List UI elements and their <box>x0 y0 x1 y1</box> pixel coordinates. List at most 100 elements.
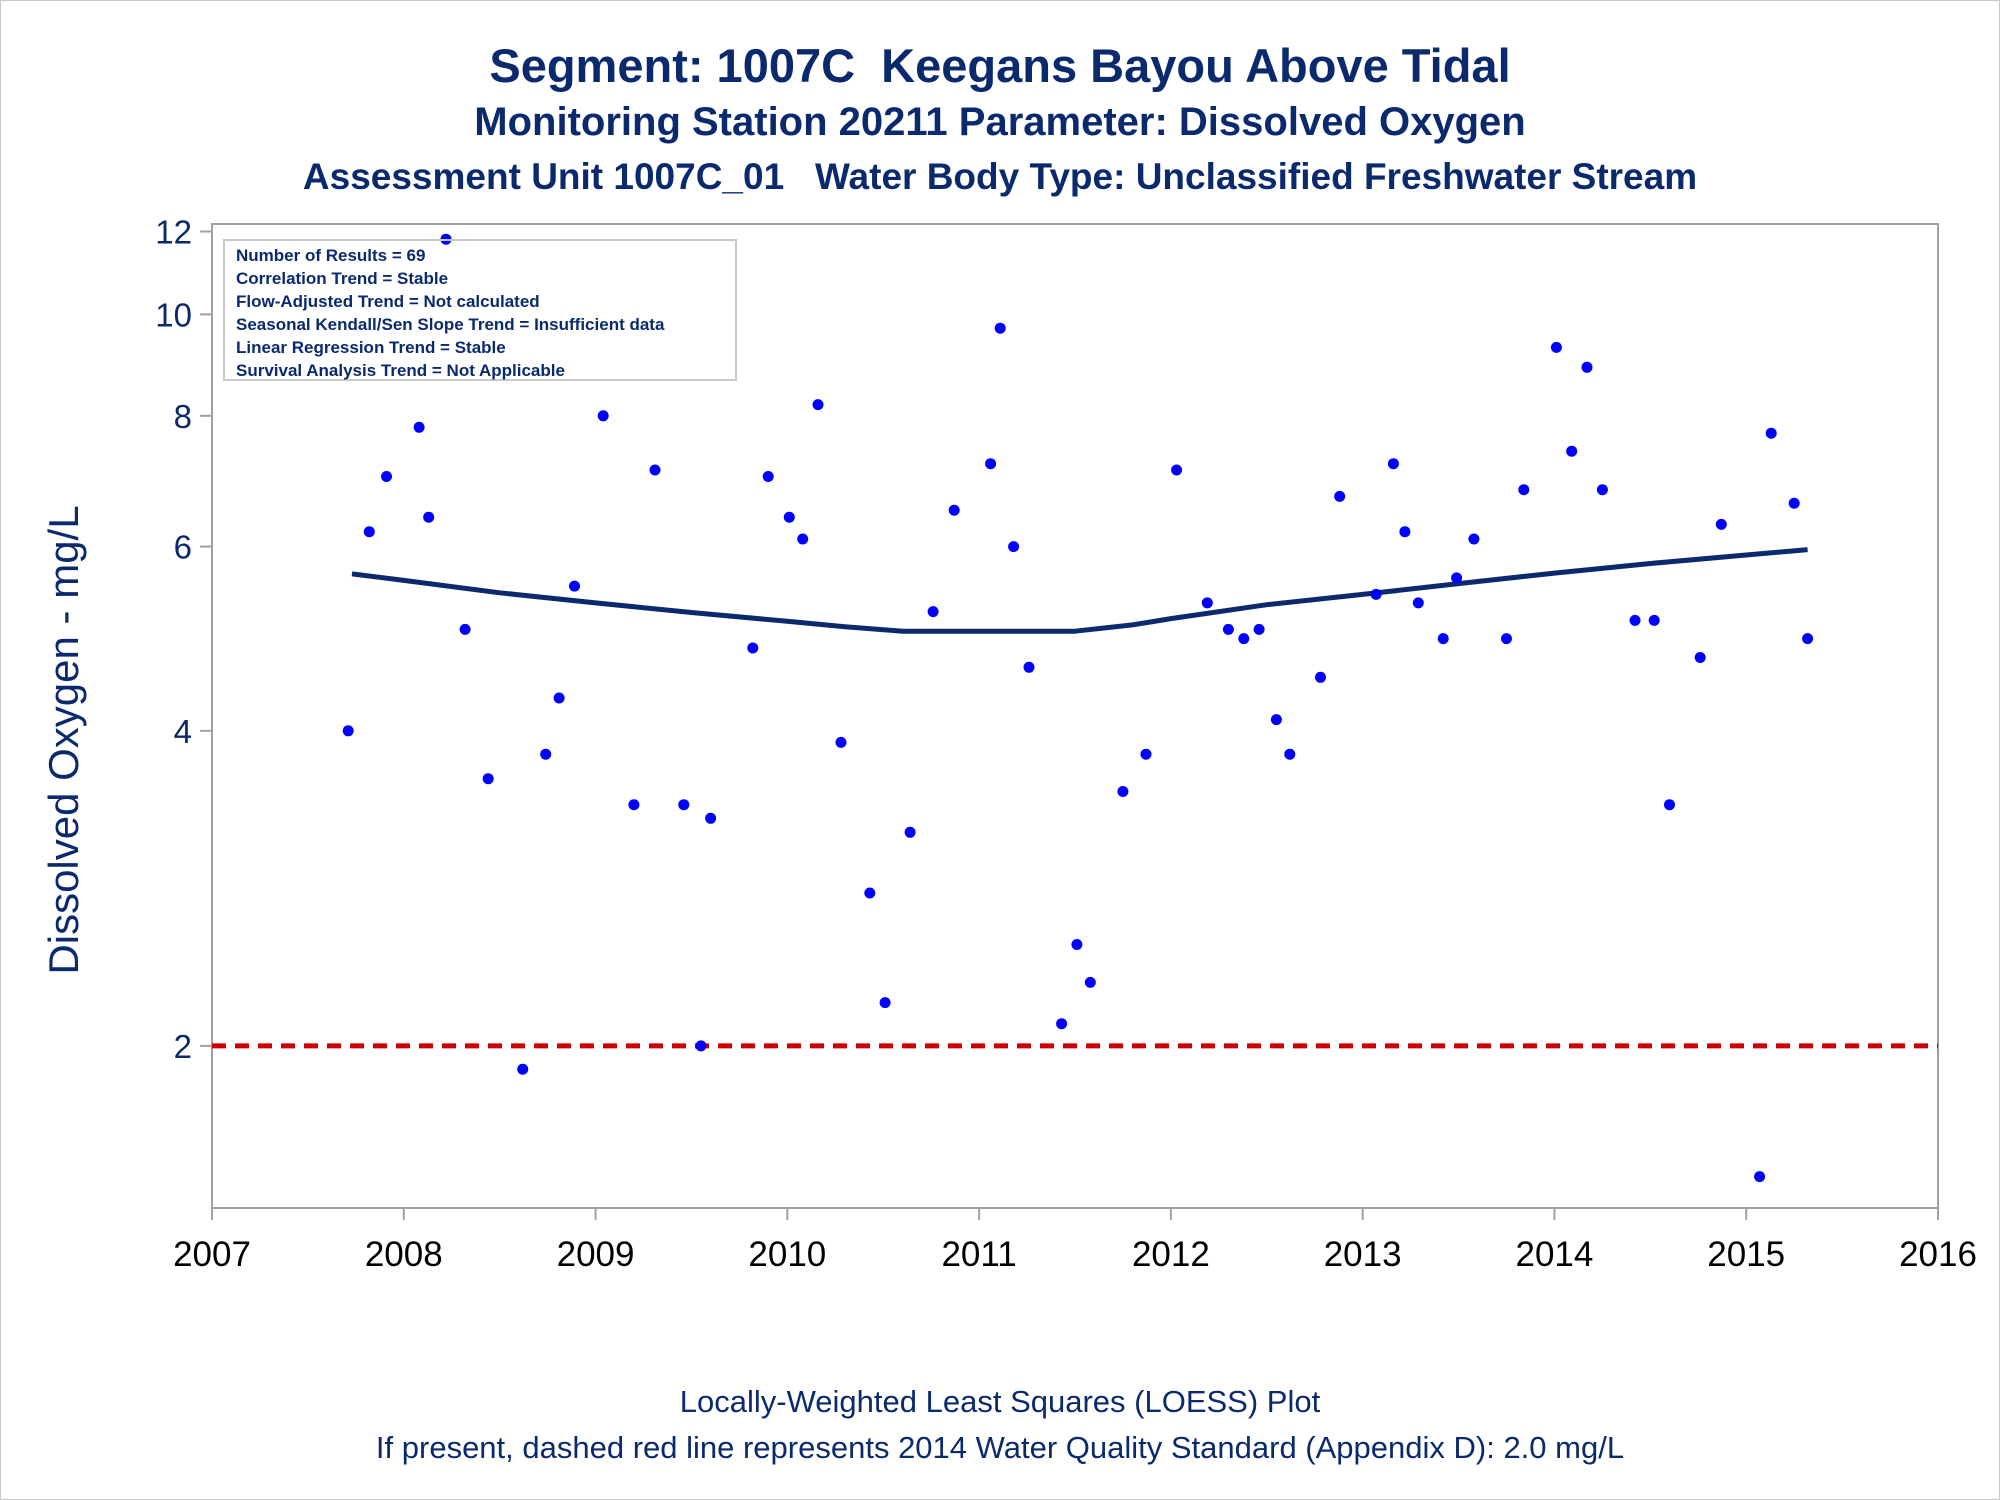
data-point <box>797 533 809 545</box>
points-layer <box>342 233 1814 1183</box>
data-point <box>1084 976 1096 988</box>
data-point <box>1596 484 1608 496</box>
data-point <box>342 725 354 737</box>
data-point <box>1370 588 1382 600</box>
plot-area <box>211 223 1939 1209</box>
stats-box-border <box>223 239 737 381</box>
data-point <box>1802 633 1814 645</box>
data-point <box>1315 671 1326 683</box>
data-point <box>381 471 392 482</box>
data-point <box>1765 427 1777 439</box>
data-point <box>678 799 690 811</box>
data-point <box>994 322 1006 334</box>
data-point <box>904 826 916 838</box>
data-point <box>1387 458 1399 470</box>
data-point <box>985 458 997 470</box>
data-point <box>1238 633 1250 645</box>
stats-box-line: Number of Results = 69 <box>236 246 425 265</box>
data-point <box>1201 597 1213 609</box>
stats-box-line: Seasonal Kendall/Sen Slope Trend = Insuf… <box>236 315 665 334</box>
stats-box-line: Flow-Adjusted Trend = Not calculated <box>236 292 540 311</box>
data-point <box>540 748 552 760</box>
chart-title: Segment: 1007C Keegans Bayou Above Tidal <box>489 39 1511 92</box>
data-point <box>948 504 960 516</box>
data-point <box>1664 799 1675 811</box>
x-tick-label: 2014 <box>1516 1235 1594 1274</box>
y-axis: 2 4 6 8 10 12 <box>155 214 212 1065</box>
x-tick-label: 2008 <box>365 1235 443 1274</box>
data-point <box>1140 748 1152 760</box>
data-point <box>1071 939 1083 950</box>
data-point <box>569 580 580 592</box>
loess-curve <box>351 547 1808 634</box>
x-tick-label: 2011 <box>941 1235 1016 1274</box>
data-point <box>864 887 876 899</box>
data-point <box>705 812 717 824</box>
y-tick-label: 12 <box>155 214 192 251</box>
y-tick-label: 2 <box>174 1028 192 1065</box>
y-tick-label: 4 <box>174 713 192 750</box>
data-point <box>1550 341 1562 353</box>
data-point <box>459 623 471 635</box>
data-point <box>812 399 824 411</box>
data-point <box>695 1040 707 1052</box>
data-point <box>553 692 565 704</box>
data-point <box>363 526 375 538</box>
data-point <box>1253 623 1265 635</box>
data-point <box>1437 633 1449 645</box>
loess-layer <box>351 547 1808 634</box>
y-tick-label: 8 <box>174 398 192 435</box>
stats-box-line: Survival Analysis Trend = Not Applicable <box>236 361 565 380</box>
data-point <box>1412 597 1424 609</box>
data-point <box>1008 541 1020 553</box>
data-point <box>1056 1018 1068 1030</box>
data-point <box>1284 748 1296 760</box>
data-point <box>879 997 891 1009</box>
x-tick-label: 2010 <box>748 1235 826 1274</box>
data-point <box>762 471 774 482</box>
data-point <box>1715 518 1727 530</box>
data-point <box>517 1063 529 1075</box>
data-point <box>1222 623 1234 635</box>
data-point <box>1754 1171 1766 1183</box>
footer-line-1: Locally-Weighted Least Squares (LOESS) P… <box>679 1384 1321 1419</box>
data-point <box>1270 714 1282 726</box>
data-point <box>1694 652 1706 663</box>
y-tick-label: 10 <box>155 296 192 333</box>
x-tick-label: 2013 <box>1324 1235 1402 1274</box>
data-point <box>628 799 640 811</box>
footer-line-2: If present, dashed red line represents 2… <box>375 1430 1625 1465</box>
data-point <box>1566 445 1578 457</box>
data-point <box>1501 633 1512 645</box>
data-point <box>1117 786 1129 797</box>
data-point <box>835 736 847 748</box>
data-point <box>649 464 661 476</box>
data-point <box>1518 484 1530 496</box>
data-point <box>1399 526 1411 538</box>
chart-subtitle-2: Assessment Unit 1007C_01 Water Body Type… <box>302 156 1698 197</box>
data-point <box>1334 490 1346 502</box>
stats-box-line: Linear Regression Trend = Stable <box>236 338 506 357</box>
chart-subtitle: Monitoring Station 20211 Parameter: Diss… <box>474 100 1526 144</box>
y-tick-label: 6 <box>174 529 192 566</box>
x-tick-label: 2009 <box>557 1235 635 1274</box>
stats-box: Number of Results = 69 Correlation Trend … <box>223 239 737 381</box>
data-point <box>482 773 494 785</box>
data-point <box>747 642 759 654</box>
stats-box-line: Correlation Trend = Stable <box>236 269 448 288</box>
data-point <box>1629 614 1641 626</box>
data-point <box>1788 497 1800 509</box>
data-point <box>1023 661 1035 673</box>
data-point <box>423 511 435 523</box>
data-point <box>413 421 425 433</box>
x-tick-label: 2016 <box>1899 1235 1977 1274</box>
data-point <box>927 606 939 618</box>
x-axis: 2007 2008 2009 2010 2011 2012 2013 2014 2015 2016 <box>173 1208 1977 1274</box>
x-tick-label: 2012 <box>1132 1235 1210 1274</box>
data-point <box>597 410 609 422</box>
data-point <box>1451 572 1463 584</box>
x-tick-label: 2015 <box>1707 1235 1785 1274</box>
data-point <box>783 511 795 523</box>
data-point <box>1171 464 1183 476</box>
